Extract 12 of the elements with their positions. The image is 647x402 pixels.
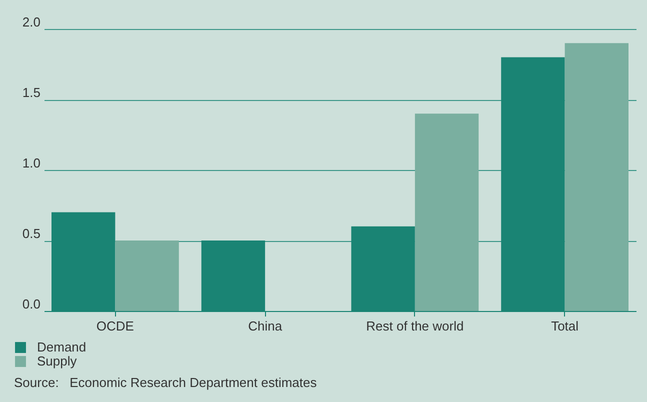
legend-label: Demand bbox=[37, 340, 86, 354]
y-tick-label: 0.0 bbox=[22, 296, 40, 312]
y-tick-label: 1.0 bbox=[22, 156, 40, 170]
x-tick-label: Rest of the world bbox=[366, 318, 464, 334]
x-tick-label: Total bbox=[551, 318, 579, 334]
y-tick-label: 1.5 bbox=[22, 85, 40, 100]
legend-label: Supply bbox=[37, 354, 78, 368]
x-tick-label: China bbox=[248, 318, 283, 334]
x-tick-label: OCDE bbox=[96, 318, 134, 334]
source-note: Source: Economic Research Department estimates bbox=[14, 375, 318, 390]
y-tick-label: 0.5 bbox=[22, 226, 40, 241]
y-tick-label: 2.0 bbox=[22, 14, 40, 30]
